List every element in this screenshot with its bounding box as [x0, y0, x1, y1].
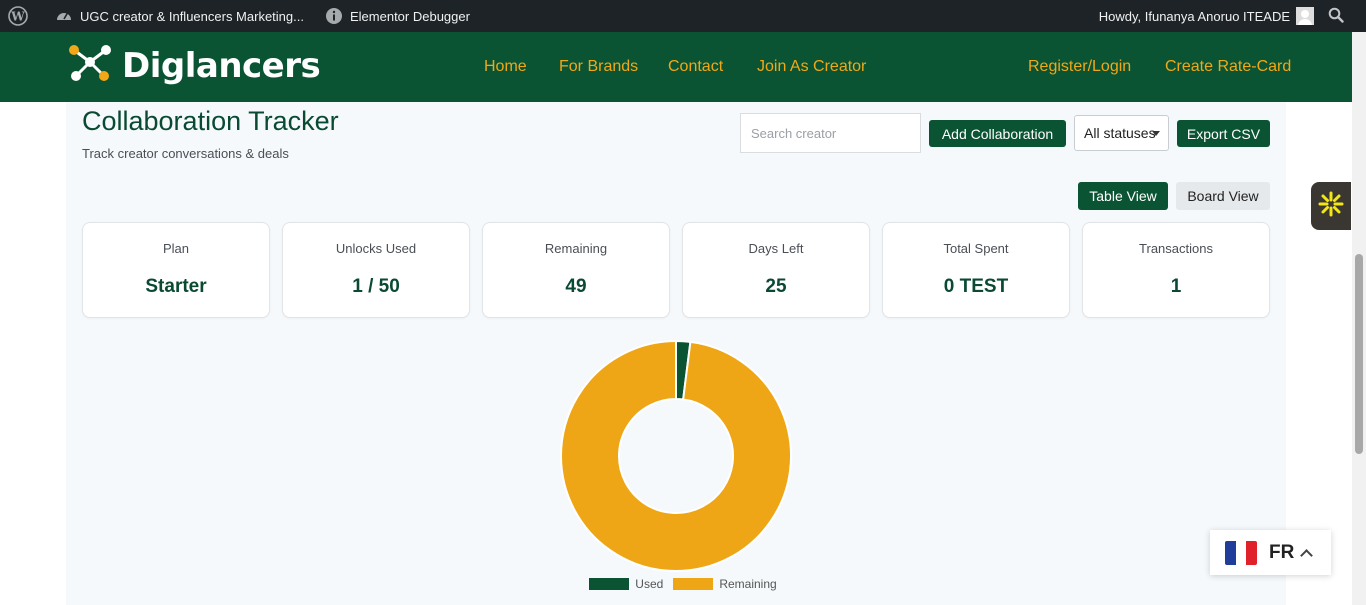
status-select-value: All statuses: [1084, 125, 1156, 141]
admin-bar: W UGC creator & Influencers Marketing...…: [0, 0, 1366, 32]
page-title: Collaboration Tracker: [82, 106, 339, 136]
legend-swatch: [673, 578, 714, 590]
logo-icon: [64, 40, 116, 93]
donut-slice-remaining[interactable]: [560, 340, 792, 572]
wordpress-menu[interactable]: W: [0, 0, 44, 32]
nav-link-label: Contact: [668, 58, 724, 75]
search-icon: [1328, 7, 1344, 26]
legend-swatch: [589, 578, 630, 590]
stat-value: 1 / 50: [352, 276, 400, 297]
floating-widget-button[interactable]: [1311, 182, 1351, 230]
register-login-link[interactable]: Register/Login: [1028, 32, 1131, 102]
stat-value: 1: [1170, 276, 1182, 297]
svg-text:W: W: [10, 10, 25, 24]
elementor-debugger-menu[interactable]: Elementor Debugger: [314, 0, 480, 32]
stat-label: Days Left: [748, 241, 804, 256]
account-menu[interactable]: Howdy, Ifunanya Anoruo ITEADE: [1089, 0, 1320, 32]
france-flag-icon: [1225, 540, 1257, 565]
stat-card-total-spent: Total Spent 0 TEST: [882, 222, 1070, 318]
chevron-up-icon: [1300, 548, 1314, 562]
site-name-menu[interactable]: UGC creator & Influencers Marketing...: [44, 0, 314, 32]
stat-value: 49: [565, 276, 587, 297]
site-logo[interactable]: Diglancers: [64, 40, 321, 93]
chevron-down-icon: [1152, 131, 1160, 136]
debugger-label: Elementor Debugger: [349, 8, 470, 24]
asterisk-icon: [1317, 190, 1345, 223]
add-collaboration-button[interactable]: Add Collaboration: [929, 120, 1066, 147]
dashboard-icon: [54, 6, 74, 26]
legend-label: Remaining: [719, 577, 777, 591]
site-header: Diglancers Home For Brands Contact Join …: [0, 32, 1366, 102]
stat-value: 25: [765, 276, 787, 297]
stat-card-plan: Plan Starter: [82, 222, 270, 318]
language-code: FR: [1269, 541, 1295, 563]
stat-label: Total Spent: [943, 241, 1009, 256]
board-view-button[interactable]: Board View: [1176, 182, 1270, 210]
unlocks-donut-chart: [560, 340, 792, 572]
admin-search-button[interactable]: [1320, 0, 1366, 32]
chart-legend: Used Remaining: [0, 577, 1366, 591]
greeting: Howdy, Ifunanya Anoruo ITEADE: [1098, 8, 1290, 24]
legend-item-used[interactable]: Used: [589, 577, 663, 591]
nav-link-home[interactable]: Home: [484, 32, 527, 102]
legend-label: Used: [635, 577, 664, 591]
stat-value: Starter: [145, 276, 207, 297]
table-view-button[interactable]: Table View: [1078, 182, 1168, 210]
legend-item-remaining[interactable]: Remaining: [673, 577, 777, 591]
stat-card-days-left: Days Left 25: [682, 222, 870, 318]
stat-card-unlocks-used: Unlocks Used 1 / 50: [282, 222, 470, 318]
nav-link-join-as-creator[interactable]: Join As Creator: [757, 32, 866, 102]
nav-link-label: Join As Creator: [757, 58, 867, 75]
logo-text: Diglancers: [122, 46, 321, 86]
nav-link-label: Home: [484, 58, 527, 75]
nav-link-contact[interactable]: Contact: [668, 32, 723, 102]
info-icon: [324, 6, 344, 26]
export-csv-button[interactable]: Export CSV: [1177, 120, 1270, 147]
stat-label: Transactions: [1139, 241, 1213, 256]
nav-link-for-brands[interactable]: For Brands: [559, 32, 638, 102]
wordpress-icon: W: [8, 6, 28, 26]
stat-value: 0 TEST: [943, 276, 1009, 297]
scrollbar-thumb[interactable]: [1355, 254, 1363, 454]
stat-card-transactions: Transactions 1: [1082, 222, 1270, 318]
stat-card-remaining: Remaining 49: [482, 222, 670, 318]
page-scrollbar[interactable]: [1352, 32, 1366, 605]
stat-label: Remaining: [544, 241, 608, 256]
create-rate-card-link[interactable]: Create Rate-Card: [1165, 32, 1291, 102]
nav-link-label: For Brands: [559, 58, 639, 75]
stat-label: Unlocks Used: [335, 241, 417, 256]
create-rate-card-label: Create Rate-Card: [1165, 58, 1292, 75]
status-select[interactable]: All statuses: [1074, 115, 1169, 151]
stat-label: Plan: [162, 241, 190, 256]
register-login-label: Register/Login: [1028, 58, 1132, 75]
avatar: [1296, 7, 1314, 25]
language-switcher[interactable]: FR: [1210, 530, 1331, 575]
site-name: UGC creator & Influencers Marketing...: [80, 8, 304, 24]
search-input[interactable]: [740, 113, 921, 153]
page-subtitle: Track creator conversations & deals: [82, 146, 289, 161]
